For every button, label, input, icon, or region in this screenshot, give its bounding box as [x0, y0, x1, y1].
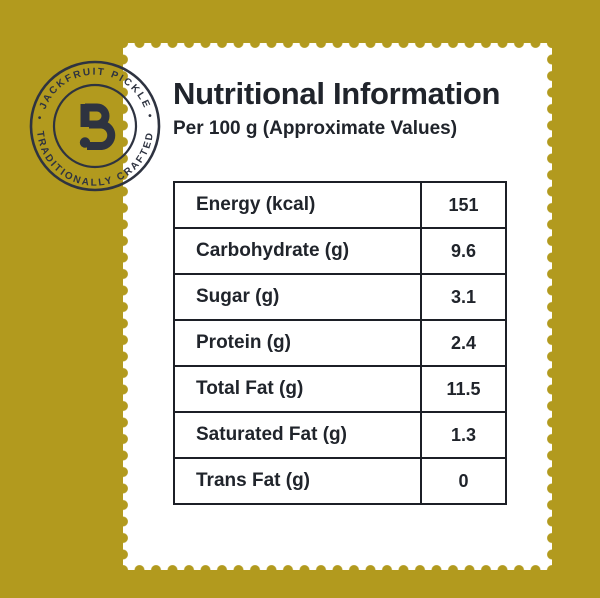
nutrient-label: Sugar (g)	[196, 286, 280, 308]
badge-outer-ring	[29, 60, 161, 192]
badge-inner-ring	[52, 83, 138, 169]
perforation-top-edge	[123, 38, 552, 48]
nutrient-label: Trans Fat (g)	[196, 470, 311, 492]
nutrient-label: Protein (g)	[196, 332, 291, 354]
nutrient-value: 0	[420, 459, 505, 504]
table-row: Trans Fat (g) 0	[175, 459, 505, 506]
table-row: Carbohydrate (g) 9.6	[175, 229, 505, 276]
perforation-bottom-edge	[123, 565, 552, 575]
brand-stamp-badge: • JACKFRUIT PICKLE • TRADITIONALLY CRAFT…	[27, 58, 163, 194]
nutrient-value: 11.5	[420, 367, 505, 412]
page-title: Nutritional Information	[173, 76, 501, 111]
nutrient-value: 151	[420, 183, 505, 228]
nutrient-value: 9.6	[420, 229, 505, 274]
nutrient-label: Saturated Fat (g)	[196, 424, 347, 446]
table-row: Total Fat (g) 11.5	[175, 367, 505, 414]
table-row: Saturated Fat (g) 1.3	[175, 413, 505, 460]
nutrient-value: 2.4	[420, 321, 505, 366]
nutrient-value: 3.1	[420, 275, 505, 320]
stamp-card: Nutritional Information Per 100 g (Appro…	[118, 38, 557, 575]
serving-subtitle: Per 100 g (Approximate Values)	[173, 118, 458, 140]
table-row: Energy (kcal) 151	[175, 183, 505, 230]
nutrient-label: Total Fat (g)	[196, 378, 304, 400]
nutrient-label: Carbohydrate (g)	[196, 240, 350, 262]
nutrient-label: Energy (kcal)	[196, 194, 316, 216]
table-row: Protein (g) 2.4	[175, 321, 505, 368]
nutrition-table: Energy (kcal) 151 Carbohydrate (g) 9.6 S…	[173, 181, 507, 506]
brand-b-logo-icon	[79, 103, 116, 150]
perforation-right-edge	[547, 43, 557, 570]
nutrient-value: 1.3	[420, 413, 505, 458]
badge-arc-top-text: • JACKFRUIT PICKLE •	[35, 67, 156, 121]
badge-graphic: • JACKFRUIT PICKLE • TRADITIONALLY CRAFT…	[29, 60, 161, 192]
badge-arc-bottom-text: TRADITIONALLY CRAFTED	[34, 130, 156, 188]
table-row: Sugar (g) 3.1	[175, 275, 505, 322]
stamp-content: Nutritional Information Per 100 g (Appro…	[173, 76, 509, 506]
